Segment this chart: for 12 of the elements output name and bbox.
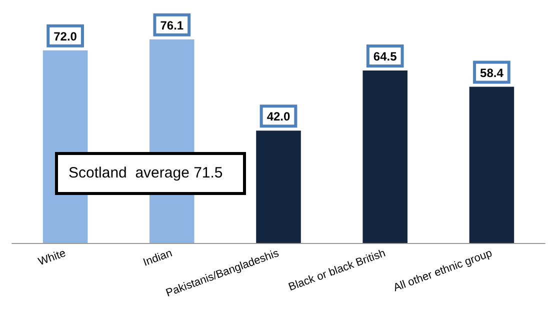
x-tick-label: White — [36, 247, 68, 268]
x-tick-label: All other ethnic group — [392, 247, 494, 294]
data-label: 42.0 — [266, 110, 290, 124]
bar — [256, 130, 301, 243]
data-label: 58.4 — [480, 66, 504, 80]
x-tick-label: Black or black British — [287, 247, 388, 294]
annotation: Scotland average 71.5 — [68, 164, 223, 182]
bar — [469, 86, 514, 243]
data-label: 64.5 — [373, 49, 398, 64]
bar — [362, 70, 408, 243]
data-label: 72.0 — [54, 29, 78, 44]
data-label: 76.1 — [160, 18, 184, 32]
